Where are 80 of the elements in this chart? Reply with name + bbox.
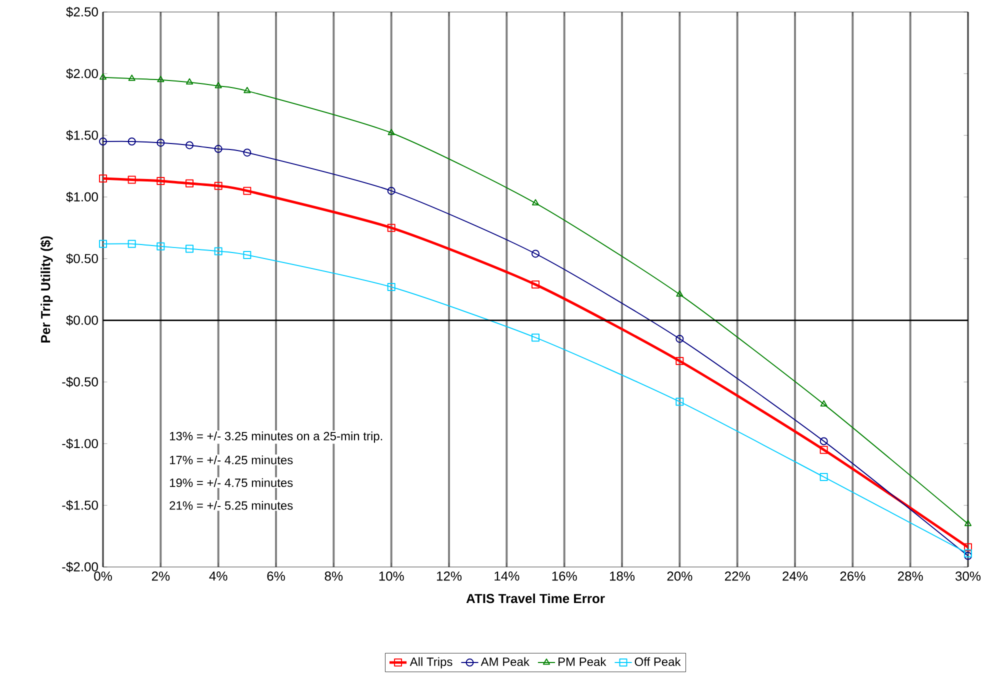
y-tick-label: -$1.50 (62, 500, 98, 511)
point (243, 186, 252, 195)
point (99, 137, 108, 146)
x-tick-label: 26% (840, 572, 866, 581)
point (156, 138, 165, 147)
point (128, 137, 136, 146)
point (532, 199, 540, 206)
y-tick-label: -$0.50 (62, 376, 98, 388)
point (156, 176, 165, 185)
annotation: 21% = +/- 5.25 minutes (170, 500, 293, 510)
point (128, 176, 136, 184)
y-tick-label: $1.50 (66, 130, 98, 141)
y-tick-label: $1.00 (66, 192, 98, 202)
x-tick-label: 30% (955, 572, 981, 581)
y-axis-title: Per Trip Utility ($) (40, 236, 53, 342)
point (387, 283, 396, 292)
y-tick-label: $0.50 (66, 253, 98, 264)
point (676, 290, 684, 297)
x-tick-label: 18% (610, 572, 635, 581)
point (243, 148, 252, 157)
y-tick-label: $2.50 (66, 6, 98, 18)
x-tick-label: 12% (436, 572, 462, 581)
point (820, 472, 828, 481)
x-tick-label: 6% (267, 572, 285, 581)
x-tick-label: 10% (379, 572, 404, 581)
point (128, 240, 136, 248)
point (820, 446, 828, 454)
point (964, 552, 972, 560)
point (214, 182, 222, 190)
point (157, 76, 164, 82)
point (387, 186, 396, 195)
point (186, 78, 194, 85)
point (820, 437, 828, 446)
point (186, 141, 194, 150)
legend-label: Off Peak (634, 657, 681, 666)
point (387, 224, 396, 232)
point (676, 357, 684, 366)
point (964, 520, 972, 526)
legend-label: All Trips (410, 657, 452, 668)
x-tick-label: 22% (724, 572, 750, 581)
x-tick-label: 20% (667, 572, 692, 581)
y-tick-label: $0.00 (66, 315, 98, 326)
point (186, 179, 194, 188)
point (156, 242, 165, 250)
point (214, 82, 222, 88)
point (532, 334, 540, 342)
x-axis-title: ATIS Travel Time Error (466, 594, 605, 604)
point (214, 247, 222, 256)
point (99, 174, 108, 182)
point (964, 543, 972, 552)
point (244, 86, 251, 94)
x-tick-label: 28% (898, 572, 923, 581)
y-tick-label: -$2.00 (62, 562, 98, 572)
x-tick-label: 0% (94, 572, 112, 581)
point (186, 244, 194, 253)
point (214, 144, 222, 153)
legend-label: PM Peak (558, 657, 606, 666)
annotation: 17% = +/- 4.25 minutes (170, 455, 293, 464)
point (676, 334, 684, 343)
annotation: 13% = +/- 3.25 minutes on a 25-min trip. (170, 432, 382, 443)
point (99, 73, 107, 80)
point (388, 128, 395, 136)
point (128, 74, 136, 81)
x-tick-label: 24% (782, 572, 808, 581)
x-tick-label: 8% (324, 572, 343, 581)
point (532, 250, 540, 258)
point (532, 280, 540, 289)
x-tick-label: 4% (209, 572, 228, 581)
y-tick-label: $2.00 (66, 68, 98, 79)
x-tick-label: 16% (552, 572, 577, 581)
x-tick-label: 2% (152, 572, 170, 581)
point (676, 398, 684, 406)
point (243, 250, 252, 259)
point (964, 549, 972, 558)
x-tick-label: 14% (494, 572, 520, 581)
point (99, 240, 108, 248)
point (820, 400, 828, 406)
annotation: 19% = +/- 4.75 minutes (170, 478, 293, 488)
legend-label: AM Peak (480, 657, 530, 666)
y-tick-label: -$1.00 (62, 438, 98, 449)
